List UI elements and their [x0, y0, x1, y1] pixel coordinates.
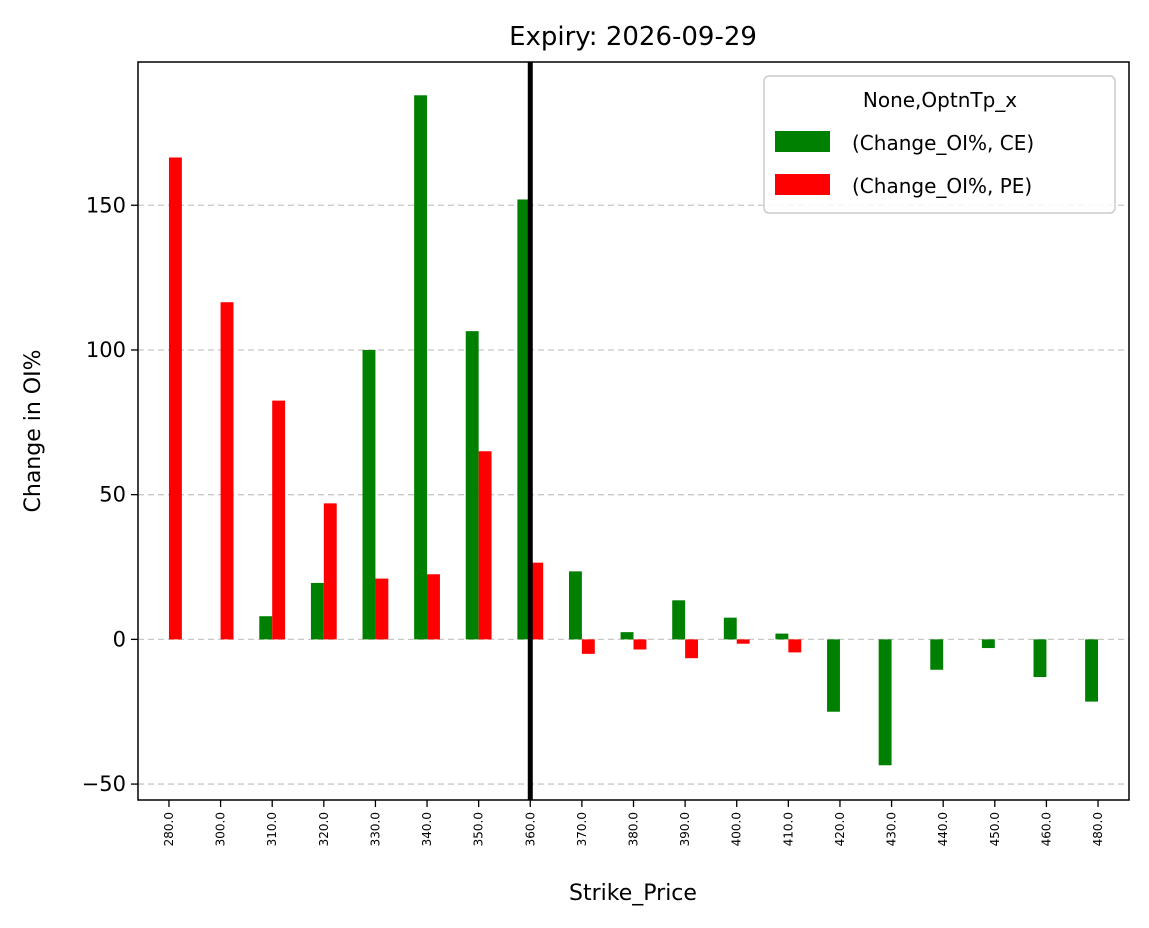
chart-title: Expiry: 2026-09-29	[509, 22, 757, 52]
x-tick-label: 360.0	[523, 812, 537, 846]
x-tick-label: 340.0	[420, 812, 434, 846]
legend-title: None,OptnTp_x	[863, 88, 1017, 112]
x-tick-label: 430.0	[885, 812, 899, 846]
y-axis-label: Change in OI%	[21, 350, 46, 513]
bar-pe-390.0	[685, 639, 699, 659]
x-axis-ticks: 280.0 300.0 310.0 320.0 330.0 340.0 350.0 360.0…	[162, 800, 1105, 846]
bar-ce-450.0	[981, 639, 995, 649]
bar-ce-390.0	[672, 600, 686, 640]
bar-pe-410.0	[788, 639, 802, 653]
legend-swatch-pe	[775, 174, 830, 195]
bar-pe-370.0	[581, 639, 595, 654]
bars	[168, 95, 1099, 766]
x-tick-label: 280.0	[162, 812, 176, 846]
legend-label-pe: (Change_OI%, PE)	[852, 174, 1032, 198]
legend-frame	[763, 75, 1116, 214]
bar-ce-340.0	[414, 95, 428, 640]
bar-pe-400.0	[736, 639, 750, 644]
x-axis-label: Strike_Price	[569, 881, 697, 906]
x-tick-label: 300.0	[214, 812, 228, 846]
y-tick-label: −50	[82, 772, 126, 796]
bar-ce-330.0	[362, 349, 376, 640]
bar-ce-310.0	[259, 616, 273, 640]
bar-ce-360.0	[517, 199, 531, 640]
y-axis-ticks: −50 0 50 100 150	[82, 193, 138, 796]
y-tick-label: 0	[113, 627, 126, 651]
bar-ce-400.0	[723, 617, 737, 640]
bar-ce-420.0	[827, 639, 840, 712]
bar-pe-310.0	[272, 400, 286, 640]
bar-ce-370.0	[568, 571, 582, 640]
x-tick-label: 350.0	[472, 812, 486, 846]
x-tick-label: 440.0	[936, 812, 950, 846]
bar-pe-360.0	[530, 562, 544, 640]
x-tick-label: 380.0	[627, 812, 641, 846]
y-tick-label: 100	[86, 338, 126, 362]
x-tick-label: 410.0	[781, 812, 795, 846]
bar-ce-480.0	[1085, 639, 1099, 702]
y-tick-label: 50	[99, 483, 126, 507]
x-tick-label: 320.0	[317, 812, 331, 846]
x-tick-label: 330.0	[368, 812, 382, 846]
legend-label-ce: (Change_OI%, CE)	[852, 131, 1034, 155]
x-tick-label: 310.0	[265, 812, 279, 846]
bar-ce-460.0	[1033, 639, 1047, 677]
bar-ce-430.0	[878, 639, 892, 766]
bar-pe-280.0	[168, 157, 182, 640]
x-tick-label: 370.0	[575, 812, 589, 846]
bar-pe-340.0	[427, 574, 440, 640]
legend: None,OptnTp_x (Change_OI%, CE) (Change_O…	[763, 75, 1116, 214]
x-tick-label: 420.0	[833, 812, 847, 846]
x-tick-label: 460.0	[1039, 812, 1053, 846]
legend-swatch-ce	[775, 131, 830, 152]
bar-pe-300.0	[220, 302, 234, 640]
bar-pe-330.0	[375, 578, 389, 640]
y-tick-label: 150	[86, 193, 126, 217]
x-tick-label: 480.0	[1091, 812, 1105, 846]
bar-pe-320.0	[323, 503, 337, 640]
bar-pe-380.0	[633, 639, 647, 650]
x-tick-label: 390.0	[678, 812, 692, 846]
y-gridlines	[138, 204, 1129, 785]
bar-pe-350.0	[478, 451, 492, 640]
x-tick-label: 400.0	[730, 812, 744, 846]
bar-ce-320.0	[310, 582, 324, 640]
x-tick-label: 450.0	[988, 812, 1002, 846]
bar-ce-440.0	[930, 639, 944, 670]
bar-ce-410.0	[775, 633, 789, 640]
bar-ce-380.0	[620, 632, 634, 640]
bar-ce-350.0	[465, 331, 479, 640]
